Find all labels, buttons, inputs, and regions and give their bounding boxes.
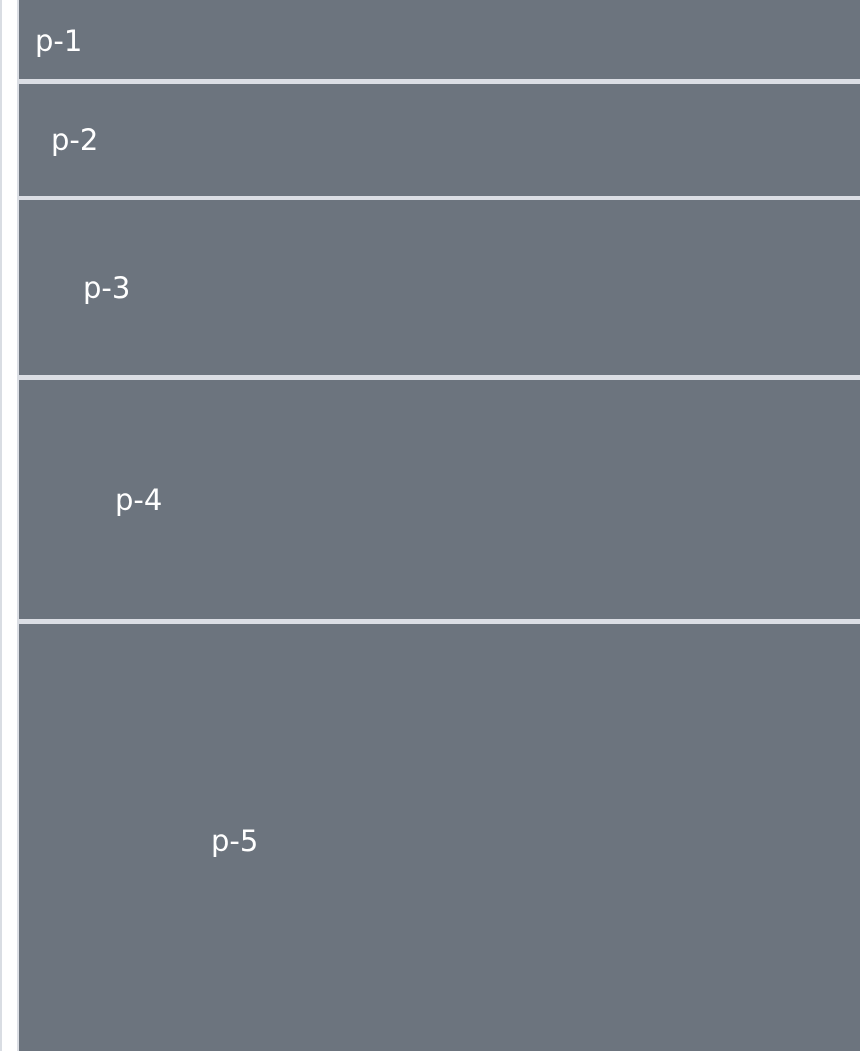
- left-edge-rule: [0, 0, 2, 1051]
- padding-label-p-5: p-5: [211, 824, 259, 858]
- padding-label-p-2: p-2: [51, 123, 99, 157]
- padding-label-p-3: p-3: [83, 271, 131, 305]
- padding-block-p-4: p-4: [19, 380, 860, 619]
- padding-label-p-1: p-1: [35, 24, 83, 58]
- padding-block-p-2: p-2: [19, 84, 860, 196]
- padding-block-p-1: p-1: [19, 0, 860, 79]
- padding-block-stack: p-1 p-2 p-3 p-4 p-5: [17, 0, 860, 1051]
- padding-block-p-5: p-5: [19, 624, 860, 1051]
- padding-label-p-4: p-4: [115, 483, 163, 517]
- padding-block-p-3: p-3: [19, 200, 860, 375]
